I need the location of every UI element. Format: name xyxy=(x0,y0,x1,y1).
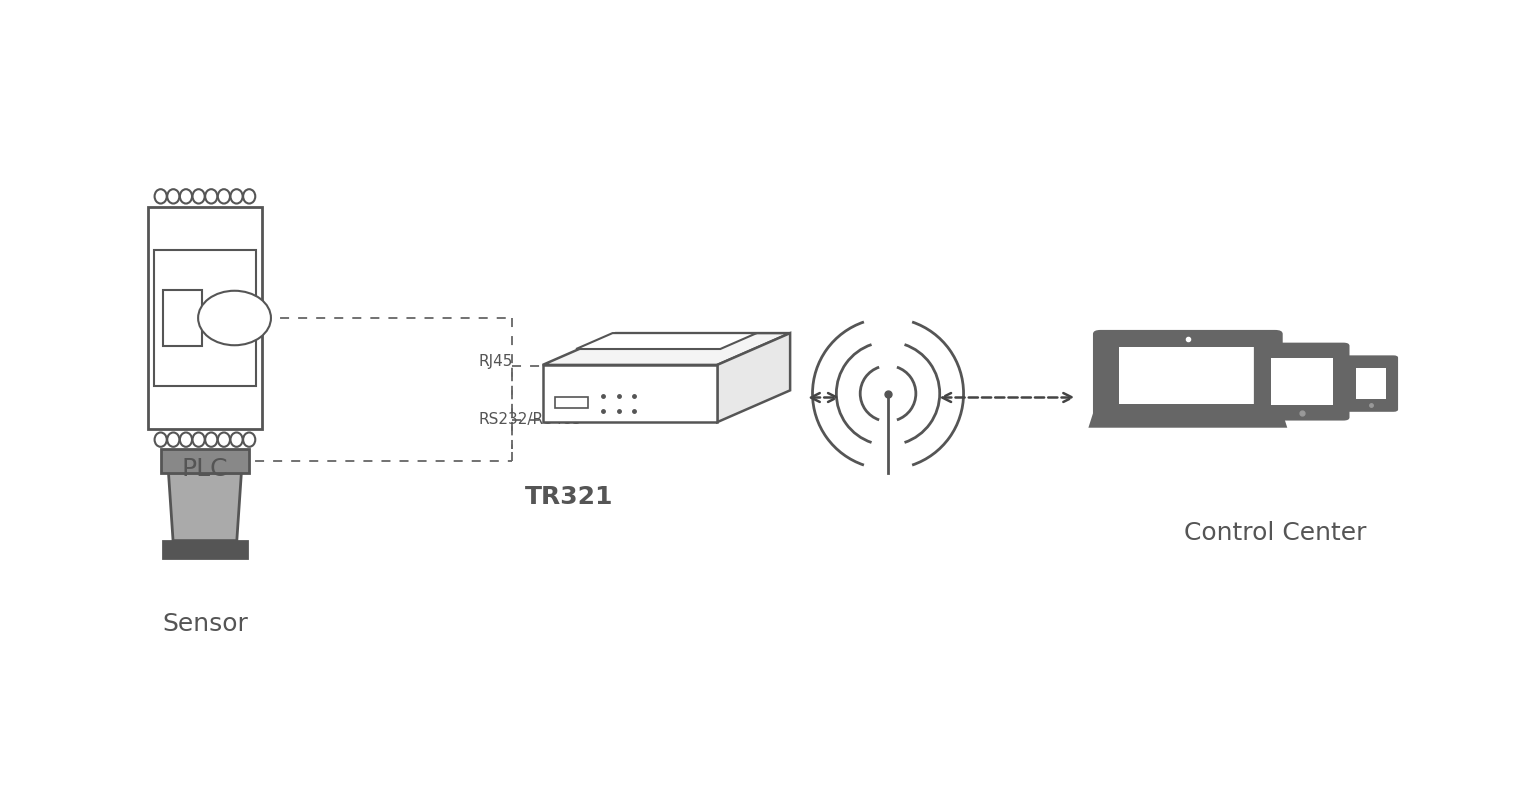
Ellipse shape xyxy=(193,432,205,447)
Text: RS232/RS485: RS232/RS485 xyxy=(478,413,581,427)
Text: TR321: TR321 xyxy=(525,485,613,509)
FancyBboxPatch shape xyxy=(1093,330,1283,417)
Ellipse shape xyxy=(243,189,255,204)
Polygon shape xyxy=(543,333,789,365)
FancyBboxPatch shape xyxy=(164,541,246,558)
FancyBboxPatch shape xyxy=(1356,368,1386,399)
Ellipse shape xyxy=(179,432,193,447)
Ellipse shape xyxy=(243,432,255,447)
FancyBboxPatch shape xyxy=(155,250,255,386)
Ellipse shape xyxy=(167,189,179,204)
Text: Sensor: Sensor xyxy=(162,612,247,636)
Ellipse shape xyxy=(199,291,270,345)
Ellipse shape xyxy=(231,189,243,204)
Polygon shape xyxy=(577,333,756,349)
Polygon shape xyxy=(168,473,241,541)
Polygon shape xyxy=(1088,413,1287,428)
Ellipse shape xyxy=(155,189,167,204)
FancyBboxPatch shape xyxy=(1271,358,1333,405)
Ellipse shape xyxy=(205,432,217,447)
FancyBboxPatch shape xyxy=(543,365,718,422)
FancyBboxPatch shape xyxy=(556,397,589,408)
Text: Control Center: Control Center xyxy=(1184,521,1366,545)
FancyBboxPatch shape xyxy=(164,289,202,347)
Ellipse shape xyxy=(231,432,243,447)
Ellipse shape xyxy=(193,189,205,204)
Text: RJ45: RJ45 xyxy=(478,355,513,369)
Ellipse shape xyxy=(219,432,231,447)
Ellipse shape xyxy=(205,189,217,204)
Ellipse shape xyxy=(155,432,167,447)
FancyBboxPatch shape xyxy=(1254,343,1350,421)
Ellipse shape xyxy=(167,432,179,447)
FancyBboxPatch shape xyxy=(1119,347,1257,404)
FancyBboxPatch shape xyxy=(1343,355,1398,412)
FancyBboxPatch shape xyxy=(161,449,249,473)
Polygon shape xyxy=(718,333,789,422)
Ellipse shape xyxy=(219,189,231,204)
FancyBboxPatch shape xyxy=(149,207,261,429)
Ellipse shape xyxy=(179,189,193,204)
Text: PLC: PLC xyxy=(182,457,228,481)
